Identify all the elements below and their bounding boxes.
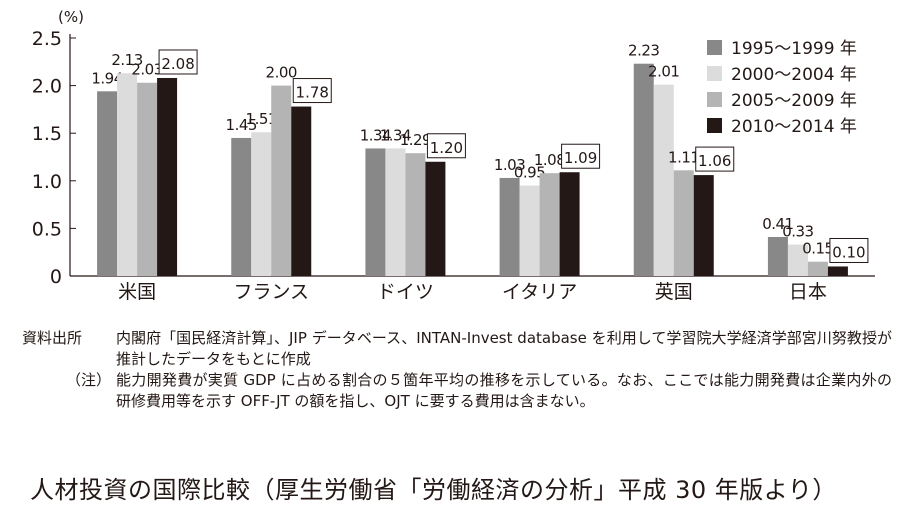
bar: [499, 177, 520, 276]
bar: [117, 73, 138, 276]
bar-chart: 0 0.5 1.0 1.5 2.0 2.5 (%) 1.942.132.032.08 米国 1.4…: [32, 8, 875, 303]
data-label: 1.09: [564, 149, 597, 167]
bar: [827, 266, 848, 276]
footnote: （注） 能力開発費が実質 GDP に占める割合の５箇年平均の推移を示している。な…: [22, 370, 892, 412]
legend-label: 1995～1999 年: [731, 39, 857, 59]
data-label: 1.94: [91, 69, 122, 87]
bar: [653, 84, 674, 276]
data-label: 1.03: [494, 156, 525, 174]
data-label: 2.01: [648, 63, 679, 81]
legend-label: 2005～2009 年: [731, 91, 857, 111]
data-label: 2.23: [628, 42, 659, 60]
footnote-label: （注）: [66, 371, 112, 389]
bar: [519, 185, 540, 276]
data-label: 1.20: [430, 139, 463, 157]
data-label-box: [829, 237, 869, 263]
bar: [807, 261, 828, 276]
data-label: 0.10: [832, 243, 865, 261]
figure-caption: 人材投資の国際比較（厚生労働省「労働経済の分析」平成 30 年版より）: [30, 476, 837, 504]
source-text: 内閣府「国民経済計算」、JIP データベース、INTAN-Invest data…: [116, 329, 892, 368]
legend-swatch: [707, 66, 722, 81]
y-tick-label: 0: [50, 266, 62, 288]
bar: [673, 170, 694, 276]
legend-swatch: [707, 40, 722, 55]
data-label: 0.95: [514, 164, 545, 182]
data-label-box: [426, 133, 466, 159]
data-label-box: [561, 143, 601, 169]
category-label: 日本: [789, 281, 827, 303]
source-note: 資料出所 内閣府「国民経済計算」、JIP データベース、INTAN-Invest…: [22, 328, 892, 370]
data-label: 0.41: [762, 215, 793, 233]
data-label: 0.15: [802, 240, 833, 258]
data-label-box: [158, 49, 198, 75]
bar: [693, 175, 714, 276]
y-tick-label: 2.5: [32, 28, 62, 50]
category-label: フランス: [233, 281, 309, 303]
bar: [559, 172, 580, 276]
data-label: 1.45: [226, 116, 257, 134]
bar: [291, 106, 312, 276]
legend-swatch: [707, 118, 722, 133]
data-label: 1.51: [246, 110, 277, 128]
bar: [97, 91, 118, 276]
data-label: 1.29: [400, 131, 431, 149]
data-label: 2.13: [111, 51, 142, 69]
data-label-box: [292, 78, 332, 104]
y-axis-unit: (%): [58, 8, 84, 26]
data-label: 0.33: [782, 223, 813, 241]
bar: [365, 148, 386, 276]
source-label: 資料出所: [22, 329, 83, 347]
data-label: 2.08: [161, 55, 194, 73]
bar: [251, 132, 272, 276]
bar: [137, 82, 158, 276]
bar: [767, 236, 788, 276]
bar: [787, 244, 808, 276]
category-label: イタリア: [502, 281, 577, 303]
data-label: 1.78: [296, 84, 329, 102]
y-tick-label: 1.0: [32, 171, 62, 193]
legend-label: 2010～2014 年: [731, 117, 857, 137]
category-label: 米国: [118, 281, 156, 303]
data-label: 1.06: [698, 152, 731, 170]
notes: 資料出所 内閣府「国民経済計算」、JIP データベース、INTAN-Invest…: [22, 328, 892, 412]
data-label: 2.00: [266, 64, 297, 82]
legend-swatch: [707, 92, 722, 107]
data-label: 1.11: [668, 148, 699, 166]
data-label: 1.34: [360, 126, 391, 144]
data-label-box: [695, 146, 735, 172]
bar: [231, 137, 252, 276]
data-label: 1.08: [534, 151, 565, 169]
y-tick-label: 0.5: [32, 218, 62, 240]
y-tick-label: 1.5: [32, 123, 62, 145]
bar: [425, 161, 446, 276]
category-label: ドイツ: [377, 281, 434, 303]
y-tick-label: 2.0: [32, 76, 62, 98]
bar: [385, 148, 406, 276]
bar: [633, 63, 654, 277]
footnote-text: 能力開発費が実質 GDP に占める割合の５箇年平均の推移を示している。なお、ここ…: [116, 371, 892, 410]
data-label: 1.34: [380, 126, 411, 144]
category-label: 英国: [655, 281, 693, 303]
bar: [539, 173, 560, 276]
legend-label: 2000～2004 年: [731, 65, 857, 85]
bar: [157, 77, 178, 276]
data-label: 2.03: [131, 61, 162, 79]
bar: [271, 85, 292, 276]
bar: [405, 153, 426, 276]
